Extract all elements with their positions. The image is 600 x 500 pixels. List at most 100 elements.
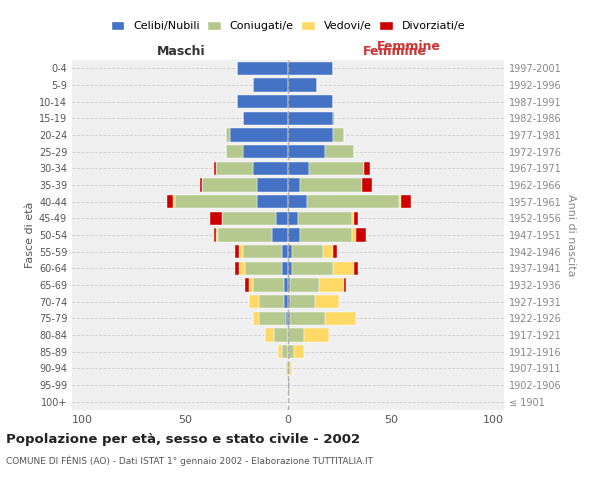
Bar [288, 212, 298, 225]
Bar [216, 228, 218, 241]
Bar [253, 162, 288, 175]
Bar [243, 145, 288, 158]
Bar [290, 278, 319, 291]
Bar [286, 362, 288, 375]
Text: Femmine: Femmine [363, 44, 427, 58]
Bar [243, 112, 288, 125]
Bar [344, 278, 346, 291]
Bar [257, 195, 288, 208]
Bar [239, 262, 245, 275]
Bar [272, 228, 288, 241]
Bar [301, 178, 362, 192]
Bar [325, 145, 354, 158]
Bar [290, 295, 315, 308]
Bar [253, 78, 288, 92]
Bar [218, 228, 272, 241]
Bar [235, 262, 239, 275]
Bar [294, 345, 304, 358]
Bar [288, 78, 317, 92]
Bar [288, 378, 290, 392]
Bar [288, 95, 333, 108]
Bar [226, 128, 230, 141]
Bar [226, 145, 243, 158]
Bar [288, 195, 307, 208]
Bar [319, 278, 344, 291]
Y-axis label: Anni di nascita: Anni di nascita [566, 194, 576, 276]
Bar [292, 262, 333, 275]
Bar [352, 228, 356, 241]
Text: Popolazione per età, sesso e stato civile - 2002: Popolazione per età, sesso e stato civil… [6, 432, 360, 446]
Bar [401, 195, 412, 208]
Bar [354, 262, 358, 275]
Bar [214, 228, 216, 241]
Bar [288, 278, 290, 291]
Bar [259, 295, 284, 308]
Bar [210, 212, 222, 225]
Bar [333, 262, 354, 275]
Bar [304, 328, 329, 342]
Bar [282, 345, 288, 358]
Bar [364, 162, 370, 175]
Bar [286, 312, 288, 325]
Bar [288, 312, 290, 325]
Bar [352, 212, 354, 225]
Bar [290, 362, 292, 375]
Bar [265, 328, 274, 342]
Bar [333, 245, 337, 258]
Bar [274, 328, 288, 342]
Y-axis label: Fasce di età: Fasce di età [25, 202, 35, 268]
Bar [323, 245, 333, 258]
Bar [236, 95, 288, 108]
Bar [288, 262, 292, 275]
Bar [292, 245, 323, 258]
Bar [354, 212, 358, 225]
Bar [315, 295, 340, 308]
Bar [288, 228, 301, 241]
Bar [284, 278, 288, 291]
Bar [245, 262, 282, 275]
Bar [222, 212, 275, 225]
Bar [288, 245, 292, 258]
Bar [288, 145, 325, 158]
Bar [282, 245, 288, 258]
Bar [216, 162, 253, 175]
Legend: Celibi/Nubili, Coniugati/e, Vedovi/e, Divorziati/e: Celibi/Nubili, Coniugati/e, Vedovi/e, Di… [106, 16, 470, 36]
Bar [253, 312, 259, 325]
Bar [249, 278, 253, 291]
Bar [214, 162, 216, 175]
Bar [243, 245, 282, 258]
Bar [275, 212, 288, 225]
Bar [236, 62, 288, 75]
Bar [298, 212, 352, 225]
Text: Maschi: Maschi [157, 44, 205, 58]
Bar [325, 312, 356, 325]
Bar [173, 195, 175, 208]
Text: COMUNE DI FÉNIS (AO) - Dati ISTAT 1° gennaio 2002 - Elaborazione TUTTITALIA.IT: COMUNE DI FÉNIS (AO) - Dati ISTAT 1° gen… [6, 456, 373, 466]
Bar [308, 162, 364, 175]
Bar [175, 195, 257, 208]
Bar [288, 178, 301, 192]
Bar [288, 162, 308, 175]
Bar [301, 228, 352, 241]
Bar [288, 362, 290, 375]
Bar [288, 62, 333, 75]
Bar [253, 278, 284, 291]
Bar [239, 245, 243, 258]
Bar [202, 178, 257, 192]
Bar [288, 328, 304, 342]
Bar [278, 345, 282, 358]
Bar [333, 112, 335, 125]
Bar [282, 262, 288, 275]
Bar [284, 295, 288, 308]
Bar [235, 245, 239, 258]
Bar [290, 312, 325, 325]
Bar [399, 195, 401, 208]
Bar [362, 178, 373, 192]
Text: Femmine: Femmine [377, 40, 441, 53]
Bar [259, 312, 286, 325]
Bar [333, 128, 344, 141]
Bar [245, 278, 249, 291]
Bar [167, 195, 173, 208]
Bar [288, 112, 333, 125]
Bar [230, 128, 288, 141]
